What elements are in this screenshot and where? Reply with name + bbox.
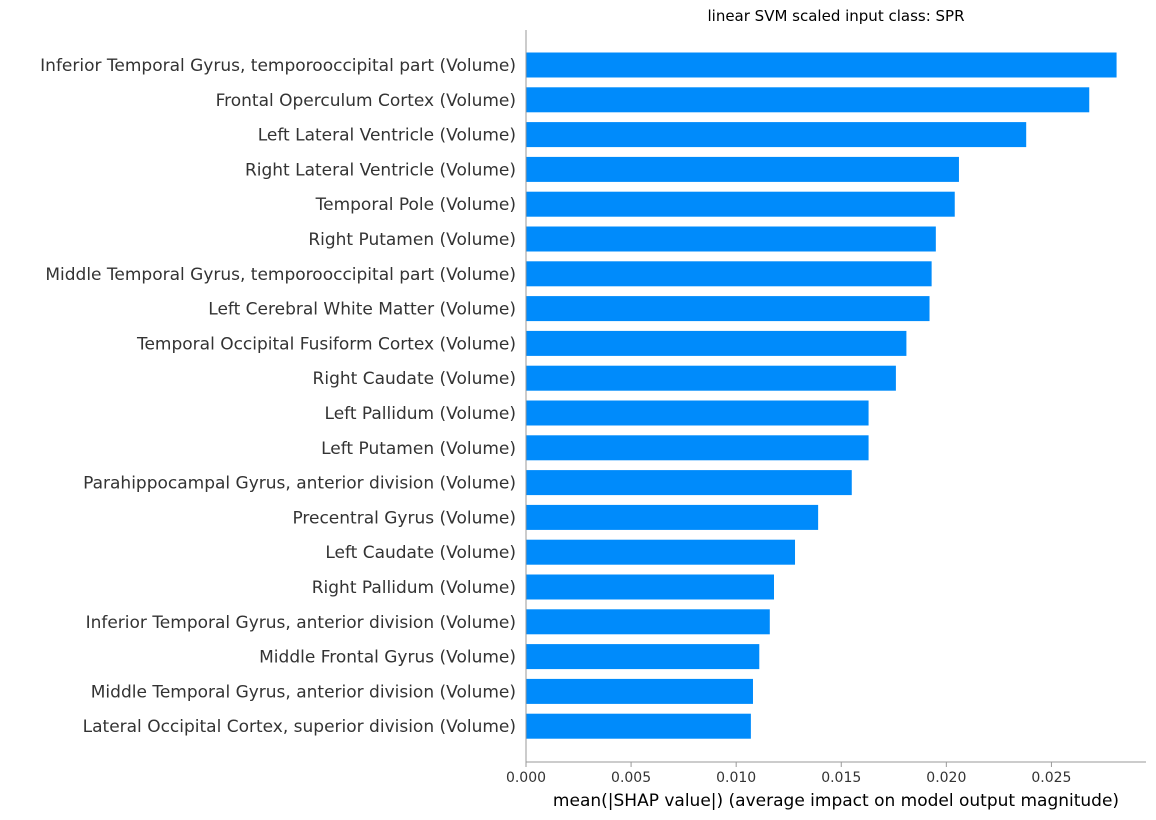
category-label: Inferior Temporal Gyrus, temporooccipita… [40, 56, 516, 76]
category-labels-group: Inferior Temporal Gyrus, temporooccipita… [40, 56, 516, 737]
category-label: Right Putamen (Volume) [308, 230, 516, 250]
x-axis-label: mean(|SHAP value|) (average impact on mo… [553, 791, 1119, 811]
category-label: Inferior Temporal Gyrus, anterior divisi… [86, 613, 516, 633]
category-label: Right Pallidum (Volume) [312, 578, 516, 598]
category-label: Left Cerebral White Matter (Volume) [208, 300, 516, 320]
bar [526, 330, 907, 356]
category-label: Frontal Operculum Cortex (Volume) [216, 91, 516, 111]
category-label: Middle Temporal Gyrus, temporooccipital … [45, 265, 516, 285]
bar [526, 365, 896, 391]
category-label: Left Putamen (Volume) [321, 439, 516, 459]
x-tick-label: 0.020 [926, 770, 966, 786]
x-tick-label: 0.010 [716, 770, 756, 786]
category-label: Left Caudate (Volume) [325, 543, 516, 563]
bar [526, 156, 959, 182]
category-label: Middle Temporal Gyrus, anterior division… [91, 682, 516, 702]
chart-title: linear SVM scaled input class: SPR [707, 7, 964, 25]
bar [526, 400, 869, 426]
bar [526, 87, 1090, 113]
bar [526, 261, 932, 287]
category-label: Temporal Occipital Fusiform Cortex (Volu… [136, 334, 516, 354]
x-tick-label: 0.025 [1031, 770, 1071, 786]
bar [526, 609, 770, 635]
bar [526, 226, 936, 252]
category-label: Left Pallidum (Volume) [325, 404, 516, 424]
bar [526, 678, 753, 704]
bar [526, 191, 955, 217]
bars-group [526, 52, 1117, 739]
bar [526, 539, 796, 565]
category-label: Right Caudate (Volume) [313, 369, 516, 389]
category-label: Lateral Occipital Cortex, superior divis… [83, 717, 516, 737]
x-tick-label: 0.015 [821, 770, 861, 786]
bar [526, 504, 819, 530]
bar [526, 52, 1117, 78]
x-ticks-group: 0.000 0.005 0.010 0.015 0.020 0.025 [506, 762, 1071, 786]
bar [526, 122, 1027, 148]
category-label: Temporal Pole (Volume) [315, 195, 516, 215]
bar [526, 644, 760, 670]
x-tick-label: 0.000 [506, 770, 546, 786]
x-tick-label: 0.005 [611, 770, 651, 786]
category-label: Left Lateral Ventricle (Volume) [258, 126, 516, 146]
category-label: Right Lateral Ventricle (Volume) [245, 160, 516, 180]
category-label: Middle Frontal Gyrus (Volume) [259, 648, 516, 668]
category-label: Parahippocampal Gyrus, anterior division… [83, 474, 516, 494]
bar [526, 713, 751, 739]
category-label: Precentral Gyrus (Volume) [292, 508, 516, 528]
bar [526, 296, 930, 322]
bar [526, 574, 774, 600]
bar [526, 470, 852, 496]
bar [526, 435, 869, 461]
